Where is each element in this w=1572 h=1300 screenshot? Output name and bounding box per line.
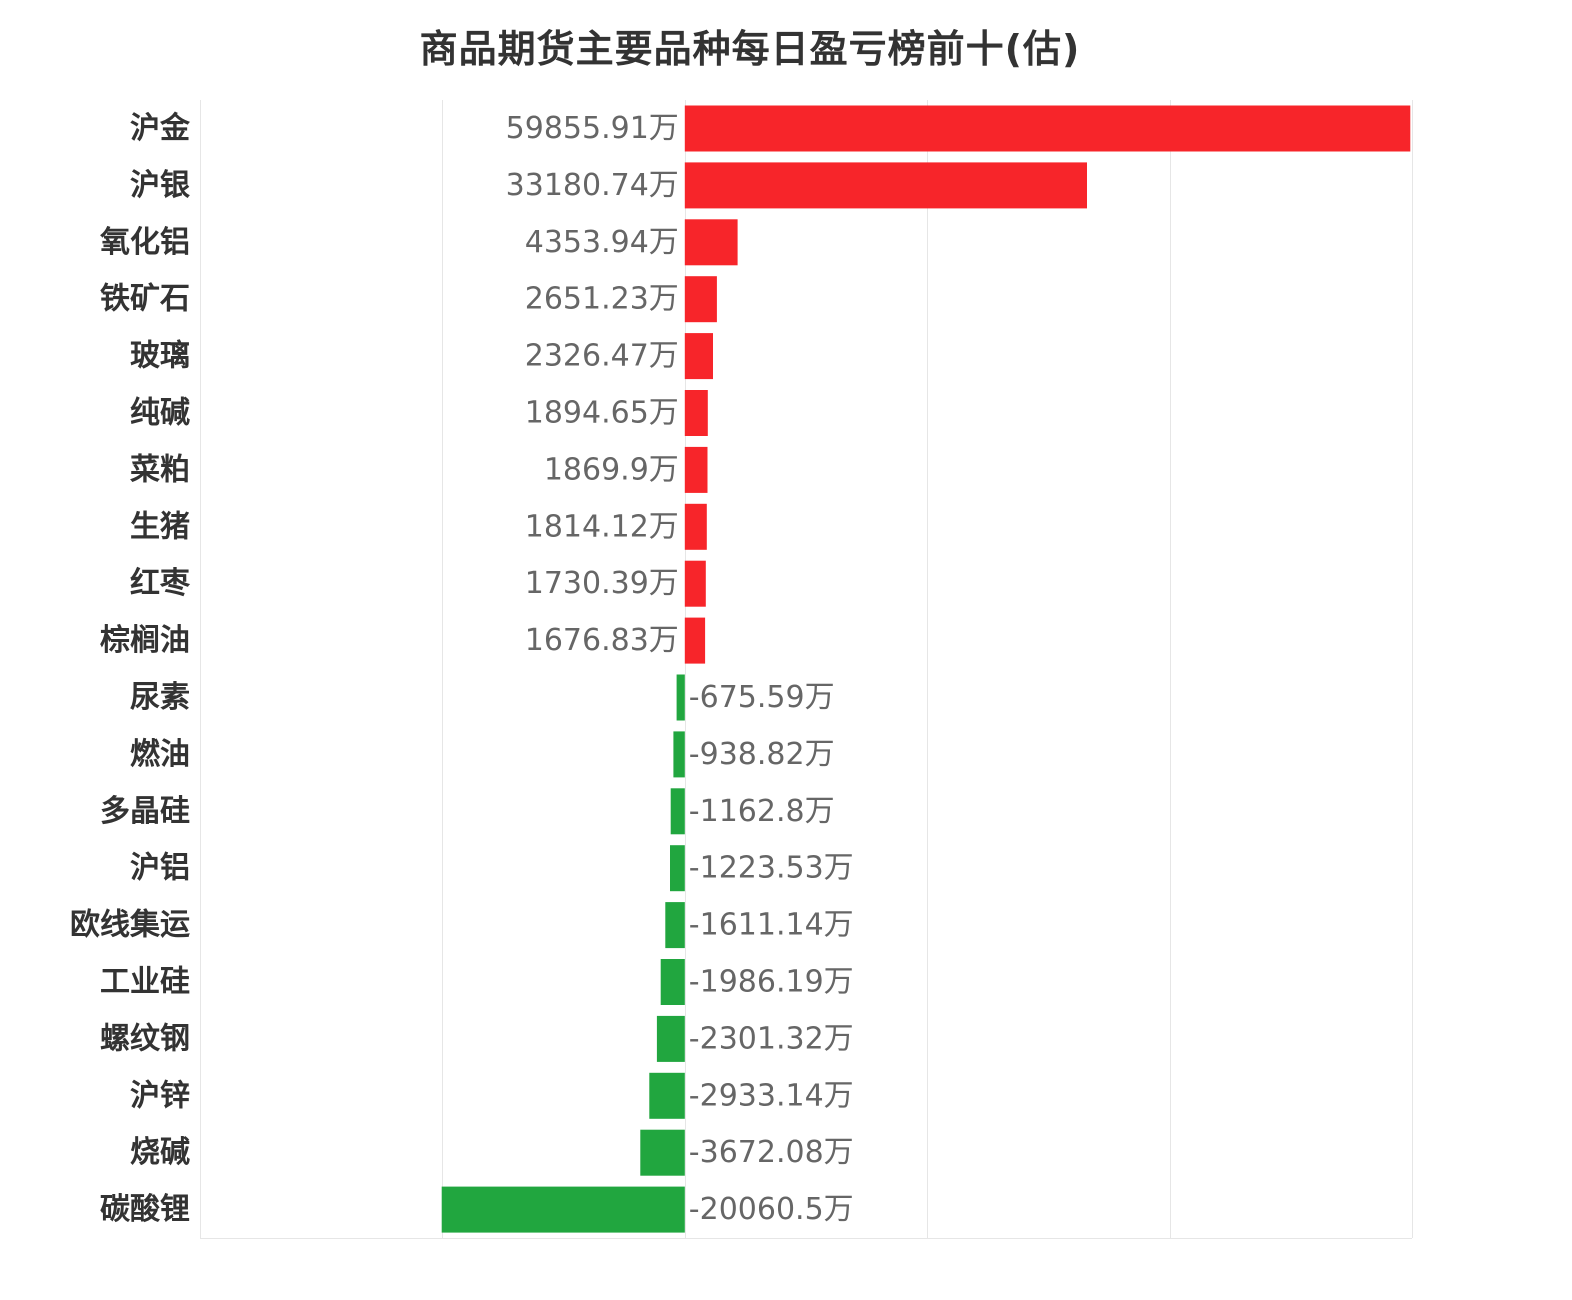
value-label: 1869.9万 [544,452,679,487]
value-label: 1894.65万 [525,396,679,431]
category-label: 玻璃 [130,339,190,374]
category-label: 铁矿石 [100,282,190,317]
value-label: -675.59万 [689,680,835,715]
bar [441,1186,685,1233]
value-label: 1730.39万 [525,566,679,601]
value-label: -1223.53万 [689,851,854,886]
bar [684,162,1087,209]
value-label: -3672.08万 [689,1135,854,1170]
bar-layer [441,105,1411,1233]
value-label: 4353.94万 [525,225,679,260]
bar [656,1015,685,1062]
bar [684,333,713,380]
chart-title: 商品期货主要品种每日盈亏榜前十(估) [419,27,1081,71]
category-label: 沪铝 [130,851,190,886]
category-label: 菜粕 [130,452,190,487]
category-label: 沪金 [130,111,191,146]
value-label: -2301.32万 [689,1021,854,1056]
value-label: -1162.8万 [689,794,835,829]
grid-layer [200,100,1413,1239]
bar [670,788,685,835]
bar [660,959,685,1005]
bar [684,390,708,436]
bar [673,731,685,778]
bar [670,845,685,892]
category-label: 欧线集运 [70,908,190,943]
category-label: 燃油 [130,737,190,772]
value-label: -2933.14万 [689,1078,854,1113]
category-label: 沪锌 [130,1078,190,1113]
category-label: 碳酸锂 [100,1192,190,1227]
category-label: 多晶硅 [100,794,190,829]
bar [684,446,708,493]
bar [684,503,707,550]
bar [684,617,706,664]
bar [665,902,685,949]
bar [684,219,738,266]
value-label: -20060.5万 [689,1192,854,1227]
bar [684,276,717,323]
category-label: 氧化铝 [100,225,190,260]
category-label: 工业硅 [100,965,190,1000]
value-label: 2651.23万 [525,282,679,317]
category-label: 沪银 [130,168,190,203]
bar [684,105,1411,152]
value-label: 59855.91万 [506,111,679,146]
value-label: 1676.83万 [525,623,679,658]
bar [684,560,706,607]
value-label: -1986.19万 [689,965,854,1000]
bar [676,674,685,721]
bar [649,1072,685,1119]
category-label: 螺纹钢 [100,1021,190,1056]
value-label: -1611.14万 [689,908,854,943]
category-label: 尿素 [130,680,190,715]
category-label: 棕榈油 [100,623,190,658]
category-label: 红枣 [130,566,191,601]
category-label: 纯碱 [130,396,190,431]
value-label: 2326.47万 [525,339,679,374]
category-label: 生猪 [130,509,190,544]
value-label: -938.82万 [689,737,835,772]
bar [640,1129,685,1176]
value-label: 33180.74万 [506,168,679,203]
value-label: 1814.12万 [525,509,679,544]
category-label: 烧碱 [130,1135,190,1170]
